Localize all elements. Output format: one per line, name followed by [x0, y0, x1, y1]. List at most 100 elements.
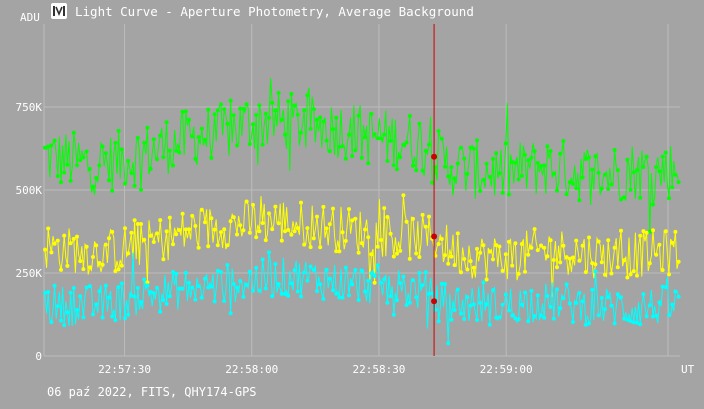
data-point: [311, 107, 316, 112]
data-point: [113, 269, 118, 274]
data-point: [145, 283, 150, 288]
data-point: [439, 136, 444, 141]
data-point: [558, 306, 563, 311]
data-point: [158, 133, 163, 138]
data-point: [199, 295, 204, 300]
data-point: [62, 323, 67, 328]
time-cursor[interactable]: [431, 24, 438, 356]
data-point: [52, 138, 57, 143]
y-axis-label: ADU: [20, 11, 40, 24]
data-point: [446, 341, 451, 346]
y-tick-label: 750K: [16, 101, 43, 114]
data-point: [532, 227, 537, 232]
data-point: [190, 285, 195, 290]
data-point: [663, 150, 668, 155]
data-point: [385, 215, 390, 219]
data-point: [625, 157, 630, 162]
data-point: [273, 108, 278, 113]
data-point: [436, 319, 441, 324]
data-point: [481, 280, 486, 285]
data-point: [459, 145, 463, 150]
data-point: [315, 289, 319, 294]
data-point: [478, 189, 483, 193]
data-point: [443, 282, 447, 286]
data-point: [235, 232, 239, 237]
data-point: [110, 229, 115, 234]
data-point: [75, 307, 79, 312]
data-point: [382, 132, 387, 137]
data-point: [663, 285, 668, 290]
data-point: [302, 270, 307, 275]
data-point: [484, 277, 489, 282]
data-point: [641, 229, 646, 234]
data-point: [273, 204, 278, 209]
chart-logo-icon[interactable]: [51, 3, 67, 19]
data-point: [318, 245, 323, 250]
data-point: [462, 257, 467, 261]
data-point: [119, 147, 124, 152]
y-grid: [44, 106, 680, 357]
data-point: [529, 155, 534, 160]
data-point: [244, 199, 249, 204]
data-point: [583, 270, 588, 275]
data-point: [436, 242, 441, 246]
data-point: [475, 318, 479, 322]
data-point: [180, 109, 185, 114]
data-point: [404, 140, 409, 145]
data-point: [87, 284, 92, 289]
data-point: [500, 268, 505, 273]
data-point: [535, 293, 540, 298]
data-point: [71, 286, 76, 290]
data-point: [334, 291, 339, 296]
data-point: [343, 156, 348, 161]
data-point: [535, 248, 540, 253]
data-point: [129, 230, 134, 235]
data-point: [183, 270, 188, 275]
data-point: [161, 257, 166, 262]
data-point: [119, 281, 124, 286]
data-point: [596, 239, 601, 244]
data-point: [641, 165, 646, 169]
data-point: [103, 151, 108, 156]
data-point: [468, 303, 473, 308]
data-point: [279, 291, 284, 296]
data-point: [401, 193, 406, 198]
data-point: [513, 241, 518, 246]
data-point: [180, 286, 185, 291]
data-point: [68, 178, 73, 183]
data-point: [177, 150, 182, 155]
data-point: [411, 278, 415, 283]
data-point: [513, 316, 518, 321]
data-point: [670, 185, 675, 190]
data-point: [350, 218, 355, 223]
data-point: [347, 293, 351, 298]
data-point: [267, 115, 271, 120]
data-point: [503, 292, 508, 297]
data-point: [580, 299, 585, 304]
data-point: [59, 318, 63, 323]
data-point: [276, 221, 281, 226]
data-point: [315, 214, 319, 219]
data-point: [238, 223, 243, 228]
data-point: [619, 228, 623, 233]
data-point: [215, 108, 220, 113]
data-point: [209, 216, 214, 221]
data-point: [651, 202, 655, 207]
data-point: [343, 238, 348, 243]
data-point: [596, 170, 601, 175]
y-axis-ticks: 0 250K 500K 750K: [16, 101, 43, 363]
data-point: [497, 171, 502, 176]
data-point: [251, 122, 255, 127]
data-point: [481, 177, 486, 182]
data-point: [161, 155, 166, 160]
data-point: [318, 115, 323, 120]
data-point: [612, 245, 617, 250]
data-point: [270, 227, 275, 232]
data-point: [593, 262, 598, 267]
data-point: [126, 158, 131, 163]
data-point: [583, 322, 588, 327]
data-point: [187, 117, 191, 122]
data-point: [599, 295, 604, 300]
data-point: [571, 255, 575, 260]
